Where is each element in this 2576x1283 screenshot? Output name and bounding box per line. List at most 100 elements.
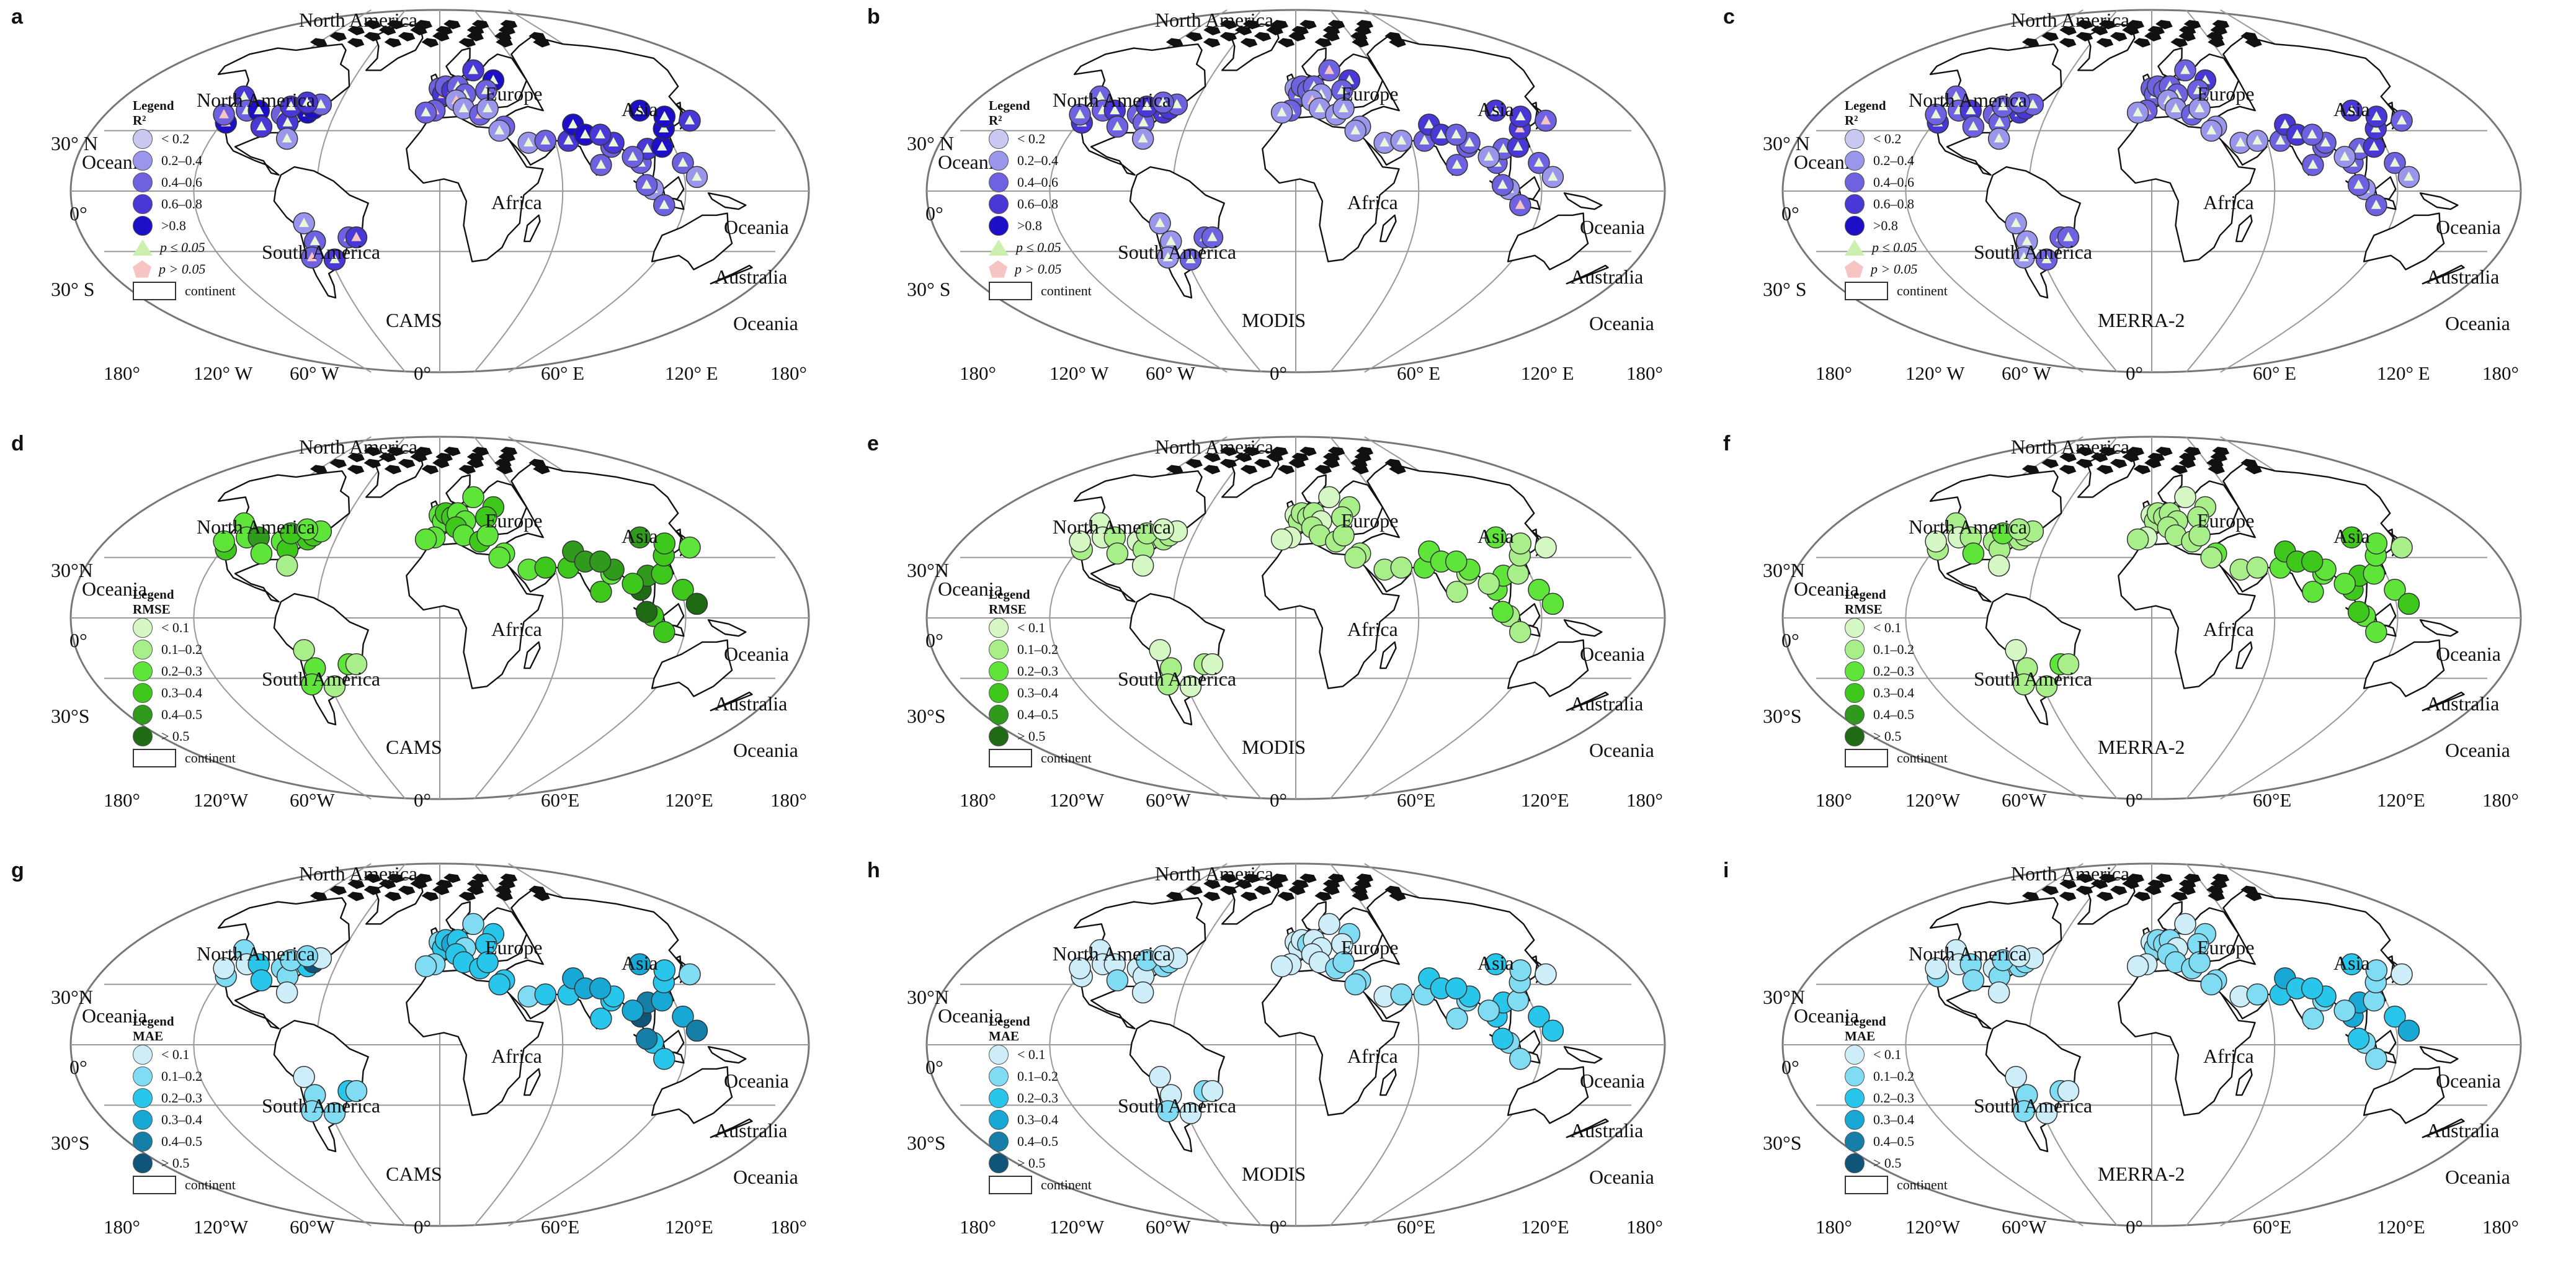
longitude-label: 60°E bbox=[1397, 789, 1436, 811]
legend-swatch bbox=[133, 682, 153, 703]
arctic-island bbox=[1240, 38, 1258, 48]
significant-marker bbox=[2206, 125, 2217, 135]
longitude-label: 0° bbox=[414, 789, 431, 811]
legend-item: < 0.1 bbox=[1845, 617, 1948, 638]
continent-symbol bbox=[1845, 748, 1888, 767]
legend-swatch bbox=[989, 128, 1009, 149]
station-marker bbox=[1152, 945, 1175, 967]
arctic-island bbox=[363, 447, 381, 457]
arctic-island bbox=[458, 465, 476, 475]
longitude-label: 180° bbox=[2482, 789, 2519, 811]
station-marker bbox=[1179, 675, 1202, 698]
arctic-island bbox=[384, 38, 402, 48]
arctic-island bbox=[1322, 32, 1340, 42]
legend-item-label: > 0.5 bbox=[1017, 1155, 1046, 1171]
significant-symbol bbox=[133, 239, 153, 256]
nonsignificant-marker bbox=[1515, 123, 1525, 133]
arctic-island bbox=[1254, 32, 1272, 42]
station-marker bbox=[2246, 983, 2269, 1006]
panel-letter: h bbox=[867, 859, 880, 882]
station-marker bbox=[589, 550, 612, 573]
station-marker bbox=[2340, 953, 2363, 975]
longitude-label: 60°W bbox=[1146, 1216, 1191, 1238]
significant-marker bbox=[2133, 107, 2143, 117]
station-marker bbox=[1106, 542, 1129, 565]
legend-title: Legend bbox=[1845, 587, 1886, 602]
landmass-newguinea bbox=[2419, 619, 2459, 637]
station-marker bbox=[534, 983, 557, 1006]
arctic-island bbox=[398, 32, 416, 42]
legend-continent-label: continent bbox=[1897, 1176, 1948, 1192]
legend-item: 0.3–0.4 bbox=[1845, 682, 1948, 704]
significant-marker bbox=[282, 133, 292, 143]
legend-item: continent bbox=[133, 747, 236, 769]
legend: Legend RMSE < 0.1 0.1–0.2 0.2–0.3 0.3–0.4 0.4–… bbox=[133, 587, 236, 769]
legend: Legend MAE < 0.1 0.1–0.2 0.2–0.3 0.3–0.4 0.4–0… bbox=[133, 1014, 236, 1196]
landmass-newguinea bbox=[2419, 1046, 2459, 1064]
arctic-island bbox=[384, 465, 402, 475]
legend-swatch bbox=[1845, 726, 1865, 746]
region-label-asia: Asia bbox=[1477, 525, 1514, 547]
longitude-label: 120° W bbox=[1905, 362, 1965, 384]
longitude-label: 60°W bbox=[290, 1216, 335, 1238]
region-label-north-america: North America bbox=[1053, 942, 1172, 965]
station-marker bbox=[2365, 1047, 2387, 1070]
landmass-africa bbox=[406, 542, 544, 689]
arctic-island bbox=[386, 874, 404, 883]
arctic-island bbox=[2075, 874, 2093, 883]
station-marker bbox=[250, 542, 273, 565]
arctic-island bbox=[1277, 465, 1295, 475]
arctic-island bbox=[2110, 32, 2128, 42]
longitude-label: 180° bbox=[770, 789, 807, 811]
dataset-label: MODIS bbox=[1242, 736, 1306, 758]
arctic-island bbox=[1254, 885, 1272, 895]
station-marker bbox=[2174, 486, 2196, 509]
arctic-island bbox=[2240, 32, 2258, 42]
station-marker bbox=[1509, 532, 1532, 555]
arctic-island bbox=[2127, 20, 2145, 30]
station-marker bbox=[1344, 546, 1366, 569]
arctic-island bbox=[1299, 447, 1317, 457]
station-marker bbox=[1201, 653, 1224, 676]
legend-item: 0.4–0.5 bbox=[1845, 1130, 1948, 1152]
legend-continent-label: continent bbox=[1041, 749, 1092, 766]
legend-pvalue-label: p > 0.05 bbox=[159, 261, 206, 277]
landmass-australia bbox=[2363, 212, 2445, 270]
region-label-north-america: North America bbox=[2011, 436, 2130, 458]
landmass-madagascar bbox=[1379, 641, 1397, 669]
legend-pvalue-label: p ≤ 0.05 bbox=[1016, 239, 1061, 255]
station-marker bbox=[1509, 620, 1531, 643]
station-marker bbox=[323, 675, 346, 698]
legend-swatch bbox=[1845, 215, 1865, 236]
station-marker bbox=[1149, 1066, 1171, 1088]
region-label-south-america: South America bbox=[1974, 241, 2093, 263]
arctic-island bbox=[466, 25, 484, 35]
legend-item: continent bbox=[989, 747, 1092, 769]
significant-marker bbox=[580, 129, 591, 139]
arctic-island bbox=[435, 452, 453, 462]
arctic-island bbox=[2059, 38, 2077, 48]
legend-swatch bbox=[1845, 194, 1865, 214]
legend-item: 0.6–0.8 bbox=[1845, 193, 1948, 215]
region-label-south-america: South America bbox=[262, 668, 381, 690]
arctic-island bbox=[347, 25, 365, 35]
latitude-label: 30° N bbox=[51, 132, 98, 154]
longitude-label: 120° W bbox=[194, 362, 253, 384]
latitude-label: 0° bbox=[1781, 629, 1799, 651]
legend-item-label: 0.3–0.4 bbox=[1873, 684, 1914, 700]
legend-swatch bbox=[133, 1066, 153, 1086]
legend-swatch bbox=[989, 1088, 1009, 1108]
legend-item-label: > 0.5 bbox=[1017, 728, 1046, 744]
arctic-island bbox=[1384, 32, 1402, 42]
longitude-label: 60°E bbox=[2253, 1216, 2292, 1238]
latitude-label: 30° S bbox=[51, 278, 95, 300]
legend-swatch bbox=[133, 172, 153, 192]
map-panel-d: d North America North America Europe Asia Afr… bbox=[7, 432, 857, 829]
significant-marker bbox=[468, 65, 478, 74]
legend-item-label: 0.4–0.5 bbox=[161, 706, 202, 722]
legend-swatch bbox=[1845, 1153, 1865, 1173]
world-map bbox=[1781, 436, 2522, 800]
region-label-oceania: Oceania bbox=[724, 216, 789, 238]
significant-marker bbox=[1966, 105, 1976, 115]
latitude-label: 30° S bbox=[907, 278, 951, 300]
